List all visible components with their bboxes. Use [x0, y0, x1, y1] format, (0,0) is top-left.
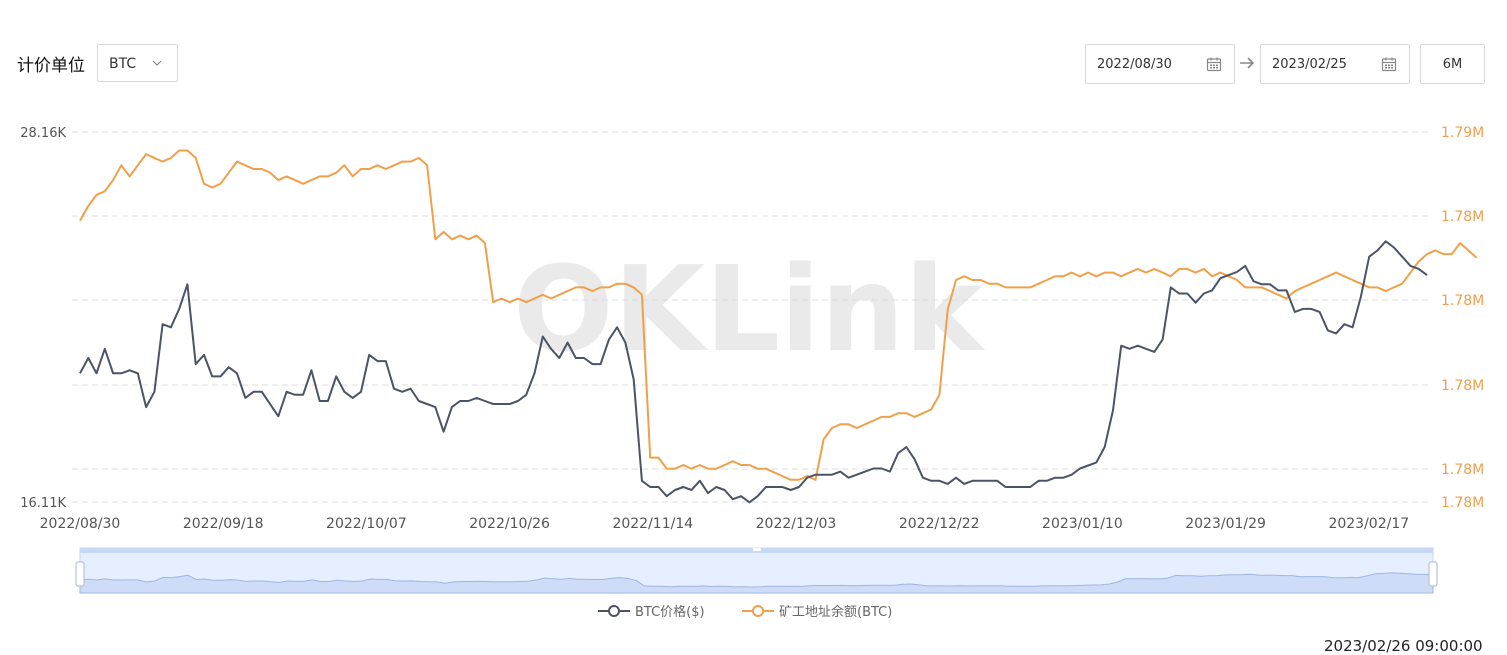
- end-date-input[interactable]: 2023/02/25: [1260, 44, 1410, 84]
- legend-label: 矿工地址余额(BTC): [779, 604, 892, 620]
- legend-item-btc-price[interactable]: BTC价格($): [598, 604, 705, 620]
- x-tick-label: 2022/08/30: [40, 516, 121, 532]
- end-date-value: 2023/02/25: [1272, 57, 1347, 72]
- series-lines: [79, 149, 1478, 504]
- start-date-input[interactable]: 2022/08/30: [1085, 44, 1235, 84]
- x-tick-label: 2022/11/14: [612, 516, 693, 532]
- y-right-tick-label: 1.78M: [1441, 209, 1484, 225]
- legend-marker: [608, 605, 620, 617]
- legend-marker: [752, 605, 764, 617]
- x-tick-label: 2022/12/22: [899, 516, 980, 532]
- unit-label: 计价单位: [17, 56, 85, 76]
- y-right-tick-label: 1.79M: [1441, 125, 1484, 141]
- y-axis-left: 28.16K 16.11K: [20, 126, 66, 511]
- arrow-right-icon: [1240, 57, 1255, 69]
- calendar-icon: [1206, 57, 1222, 72]
- x-axis: 2022/08/30 2022/09/18 2022/10/07 2022/10/26…: [40, 516, 1410, 532]
- navigator-grip[interactable]: [753, 548, 761, 551]
- navigator-area: [79, 572, 1434, 594]
- chart-svg: OKLink 28.16K 16.11K 1.79M 1.78M 1.78M 1.78M…: [20, 125, 1484, 620]
- range-6m-button[interactable]: 6M: [1420, 44, 1485, 84]
- start-date-value: 2022/08/30: [1097, 57, 1172, 72]
- y-right-tick-label: 1.78M: [1441, 495, 1484, 511]
- x-tick-label: 2023/01/29: [1185, 516, 1266, 532]
- y-right-tick-label: 1.78M: [1441, 293, 1484, 309]
- calendar-icon: [1381, 57, 1397, 72]
- legend: BTC价格($) 矿工地址余额(BTC): [598, 604, 892, 620]
- x-tick-label: 2022/12/03: [756, 516, 837, 532]
- unit-select[interactable]: BTC: [97, 44, 178, 82]
- series-line-miner-balance: [79, 149, 1478, 481]
- navigator-handle[interactable]: [1428, 561, 1438, 587]
- grid-lines: [72, 131, 1430, 503]
- legend-label: BTC价格($): [635, 604, 705, 620]
- x-tick-label: 2023/02/17: [1328, 516, 1409, 532]
- chart-controls: 计价单位 BTC 2022/08/30 2023/02/25 6M: [0, 0, 1507, 100]
- unit-select-value: BTC: [109, 56, 137, 72]
- legend-item-miner-balance[interactable]: 矿工地址余额(BTC): [742, 604, 892, 620]
- x-tick-label: 2022/10/07: [326, 516, 407, 532]
- x-tick-label: 2022/09/18: [183, 516, 264, 532]
- y-left-tick-label: 16.11K: [20, 496, 66, 511]
- y-right-tick-label: 1.78M: [1441, 462, 1484, 478]
- range-navigator[interactable]: [75, 547, 1438, 594]
- x-tick-label: 2023/01/10: [1042, 516, 1123, 532]
- y-right-tick-label: 1.78M: [1441, 378, 1484, 394]
- y-left-tick-label: 28.16K: [20, 126, 66, 141]
- x-tick-label: 2022/10/26: [469, 516, 550, 532]
- chevron-down-icon: [152, 60, 162, 66]
- y-axis-right: 1.79M 1.78M 1.78M 1.78M 1.78M 1.78M: [1441, 125, 1484, 511]
- navigator-handle[interactable]: [75, 561, 85, 587]
- watermark: OKLink: [513, 240, 985, 378]
- series-line-btc-price: [79, 240, 1428, 504]
- timestamp: 2023/02/26 09:00:00: [1324, 637, 1483, 655]
